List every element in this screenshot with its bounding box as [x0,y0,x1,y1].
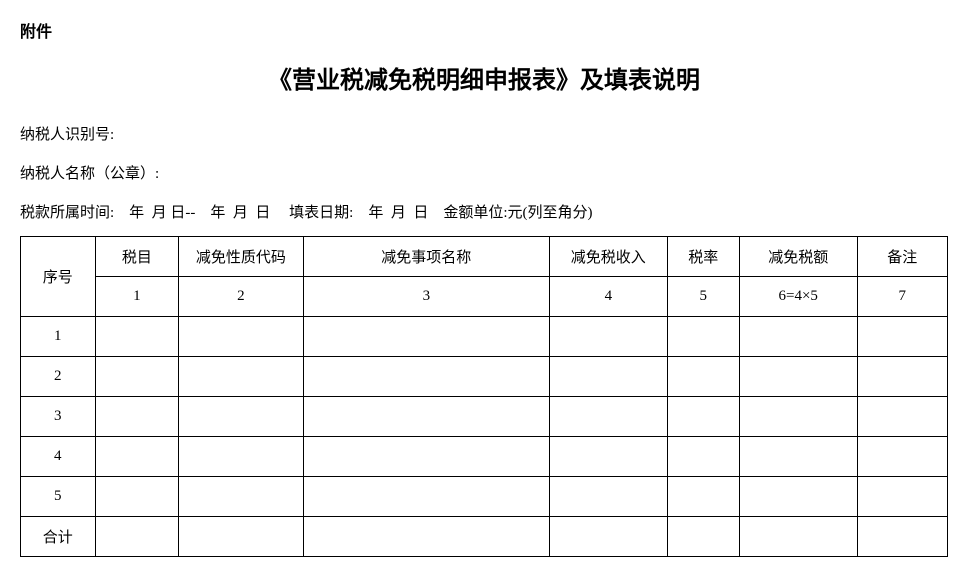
data-cell [95,397,179,437]
data-cell [857,357,948,397]
table-row: 2 [21,357,948,397]
data-cell [857,517,948,557]
data-cell [303,477,549,517]
data-cell [303,317,549,357]
col-num-2: 2 [179,277,303,317]
data-cell [95,357,179,397]
data-cell [179,317,303,357]
data-cell [95,517,179,557]
data-cell [550,517,668,557]
fill-date-value: 年 月 日 [353,201,428,222]
col-num-3: 3 [303,277,549,317]
col-num-4: 4 [550,277,668,317]
data-cell [550,317,668,357]
page-title: 《营业税减免税明细申报表》及填表说明 [20,60,948,95]
tax-period-value: 年 月 日-- 年 月 日 [114,201,270,222]
total-label-cell: 合计 [21,517,96,557]
data-cell [857,397,948,437]
seq-cell: 3 [21,397,96,437]
col-header-seq: 序号 [21,237,96,317]
data-cell [739,517,857,557]
seq-cell: 1 [21,317,96,357]
data-cell [667,517,739,557]
data-cell [550,477,668,517]
data-cell [857,317,948,357]
data-cell [303,357,549,397]
table-row: 3 [21,397,948,437]
data-cell [667,317,739,357]
data-cell [667,357,739,397]
data-cell [179,517,303,557]
col-num-7: 7 [857,277,948,317]
col-num-5: 5 [667,277,739,317]
seq-cell: 2 [21,357,96,397]
col-header-exempt-income: 减免税收入 [550,237,668,277]
data-cell [303,397,549,437]
table-row: 4 [21,437,948,477]
data-cell [739,317,857,357]
data-cell [179,357,303,397]
table-total-row: 合计 [21,517,948,557]
taxpayer-name-line: 纳税人名称（公章）: [20,162,948,183]
amount-unit-label: 金额单位:元(列至角分) [428,201,592,222]
table-row: 1 [21,317,948,357]
tax-period-label: 税款所属时间: [20,201,114,222]
col-header-exempt-item: 减免事项名称 [303,237,549,277]
data-cell [95,437,179,477]
table-header-row: 序号 税目 减免性质代码 减免事项名称 减免税收入 税率 减免税额 备注 [21,237,948,277]
data-cell [179,437,303,477]
col-num-1: 1 [95,277,179,317]
col-num-6: 6=4×5 [739,277,857,317]
table-number-row: 1 2 3 4 5 6=4×5 7 [21,277,948,317]
data-cell [739,477,857,517]
table-row: 5 [21,477,948,517]
seq-cell: 4 [21,437,96,477]
data-cell [667,477,739,517]
data-cell [95,477,179,517]
data-cell [179,477,303,517]
data-cell [667,397,739,437]
date-line: 税款所属时间: 年 月 日-- 年 月 日 填表日期: 年 月 日 金额单位:元… [20,201,948,222]
taxpayer-id-line: 纳税人识别号: [20,123,948,144]
tax-exemption-table: 序号 税目 减免性质代码 减免事项名称 减免税收入 税率 减免税额 备注 1 2… [20,236,948,557]
col-header-tax-rate: 税率 [667,237,739,277]
data-cell [303,437,549,477]
data-cell [95,317,179,357]
data-cell [550,357,668,397]
col-header-exempt-code: 减免性质代码 [179,237,303,277]
data-cell [739,397,857,437]
fill-date-label: 填表日期: [270,201,353,222]
attachment-label: 附件 [20,18,948,42]
data-cell [550,437,668,477]
data-cell [303,517,549,557]
col-header-remark: 备注 [857,237,948,277]
data-cell [179,397,303,437]
col-header-exempt-amount: 减免税额 [739,237,857,277]
data-cell [857,437,948,477]
data-cell [739,357,857,397]
data-cell [857,477,948,517]
data-cell [739,437,857,477]
seq-cell: 5 [21,477,96,517]
data-cell [550,397,668,437]
col-header-tax-item: 税目 [95,237,179,277]
data-cell [667,437,739,477]
